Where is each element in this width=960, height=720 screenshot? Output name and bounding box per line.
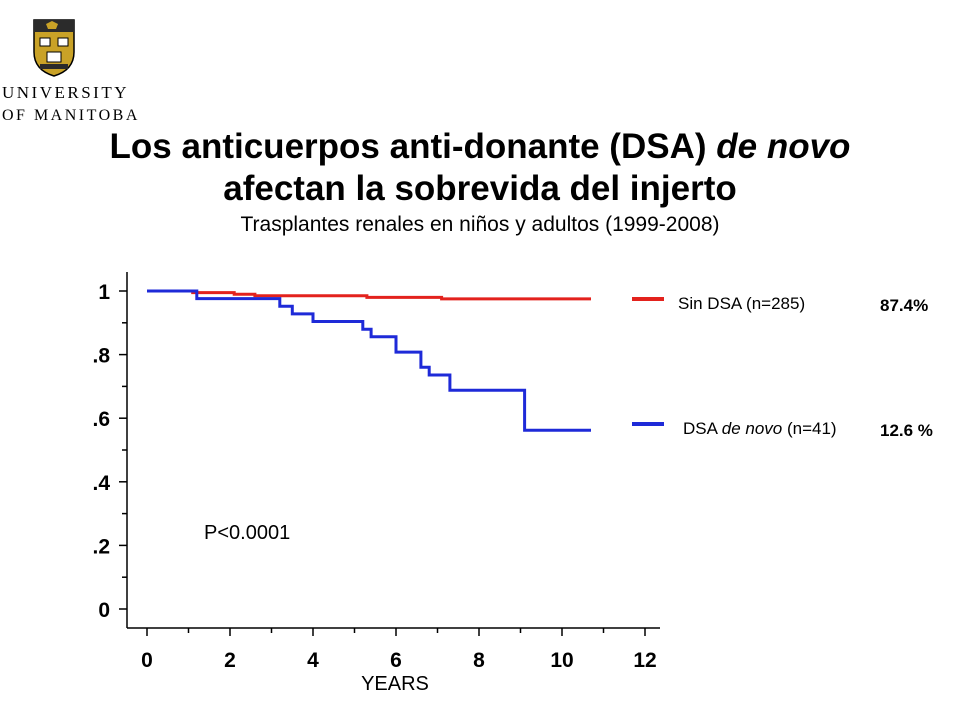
y-tick-label: .8 [92, 345, 110, 368]
page-title-line2: afectan la sobrevida del injerto [223, 169, 737, 208]
page-subtitle: Trasplantes renales en niños y adultos (… [240, 213, 720, 236]
y-tick-label: .4 [92, 472, 110, 495]
x-tick-label: 8 [473, 649, 485, 672]
title-block: Los anticuerpos anti-donante (DSA) de no… [0, 126, 960, 238]
title-main: Los anticuerpos anti-donante (DSA) [109, 127, 707, 166]
p-value-annotation: P<0.0001 [204, 522, 290, 544]
university-of-manitoba-logo: UNIVERSITY OF MANITOBA [2, 19, 140, 124]
x-tick-label: 6 [390, 649, 402, 672]
x-tick-label: 4 [307, 649, 319, 672]
x-tick-label: 2 [224, 649, 236, 672]
x-tick-label: 0 [141, 649, 153, 672]
y-tick-label: .6 [92, 408, 110, 431]
series-line-dsa-de-novo [147, 289, 591, 432]
y-tick-label: 0 [98, 599, 110, 622]
legend-value-label: 87.4% [880, 296, 928, 315]
y-tick-label: .2 [92, 535, 110, 558]
legend-label: Sin DSA (n=285) [678, 294, 805, 313]
crest-icon [33, 19, 75, 77]
legend-label: DSA de novo (n=41) [683, 419, 837, 438]
page-title-line1: Los anticuerpos anti-donante (DSA) de no… [0, 126, 960, 168]
x-tick-label: 10 [550, 649, 573, 672]
logo-text-university: UNIVERSITY [2, 83, 129, 102]
title-italic: de novo [716, 127, 851, 166]
x-axis-label: YEARS [361, 673, 429, 695]
logo-text-manitoba: OF MANITOBA [2, 107, 140, 124]
legend-value-label: 12.6 % [880, 421, 933, 440]
x-tick-label: 12 [633, 649, 656, 672]
y-tick-label: 1 [98, 281, 110, 304]
